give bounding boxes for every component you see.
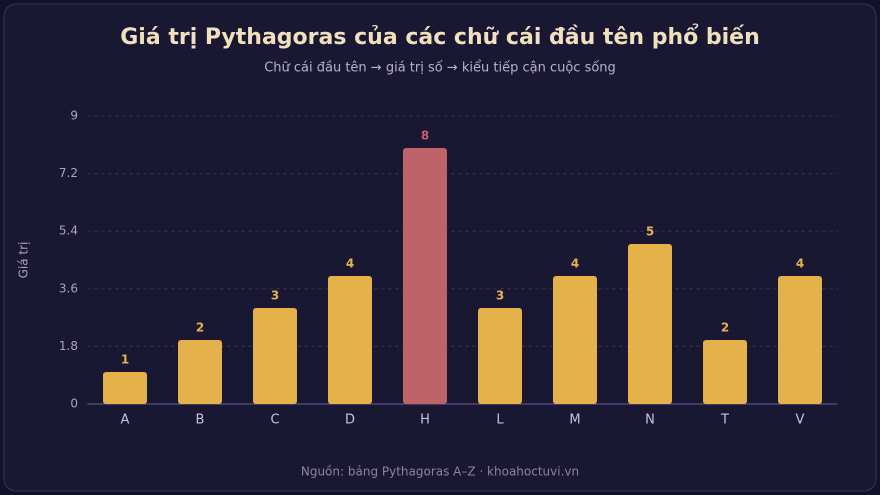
y-tick-label: 0 [70,397,78,411]
x-tick-label: M [569,413,580,428]
bar [328,276,372,404]
y-tick-label: 3.6 [59,281,78,295]
x-tick-label: B [196,413,205,428]
value-label: 3 [496,289,504,303]
bar [253,308,297,404]
chart-subtitle: Chữ cái đầu tên → giá trị số → kiểu tiếp… [264,61,616,76]
bar [553,276,597,404]
bar [178,340,222,404]
bar [478,308,522,404]
x-tick-label: D [345,413,355,428]
x-tick-label: L [496,413,504,428]
value-label: 4 [571,257,579,271]
value-label: 2 [721,321,729,335]
value-label: 5 [646,225,654,239]
source: Nguồn: bảng Pythagoras A–Z · khoahoctuvi… [301,465,579,479]
bar [703,340,747,404]
value-label: 3 [271,289,279,303]
y-tick-label: 7.2 [59,166,78,180]
x-tick-label: C [270,413,279,428]
bar [103,372,147,404]
y-axis-label: Giá trị [17,242,31,279]
bar [778,276,822,404]
y-tick-label: 1.8 [59,339,78,353]
x-tick-label: N [645,413,655,428]
value-label: 4 [796,257,804,271]
chart-title: Giá trị Pythagoras của các chữ cái đầu t… [120,24,760,50]
value-label: 4 [346,257,354,271]
bar [403,148,447,404]
value-label: 1 [121,353,129,367]
y-tick-label: 9 [70,109,78,123]
y-tick-label: 5.4 [59,224,78,238]
x-tick-label: H [420,413,430,428]
bar [628,244,672,404]
value-label: 8 [421,129,429,143]
x-tick-label: A [121,413,130,428]
x-tick-label: V [796,413,805,428]
x-tick-label: T [720,413,729,428]
value-label: 2 [196,321,204,335]
